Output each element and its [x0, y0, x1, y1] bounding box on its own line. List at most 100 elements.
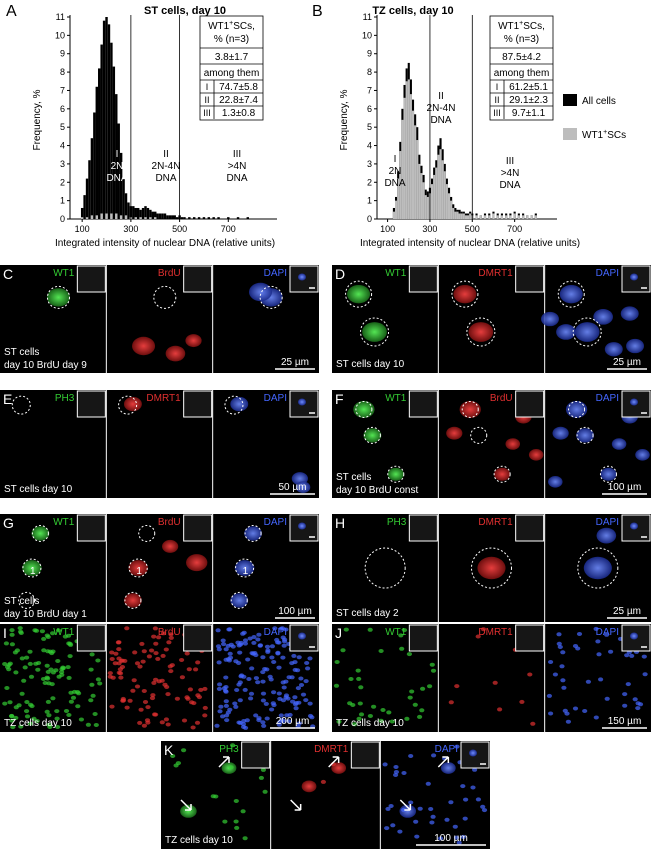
bar	[236, 217, 240, 219]
nucleus	[625, 682, 631, 687]
x-tick-label: 700	[221, 224, 236, 234]
nucleus	[160, 653, 166, 658]
nucleus	[127, 698, 133, 703]
nucleus	[270, 701, 276, 706]
bar	[168, 215, 172, 219]
nucleus	[556, 632, 562, 637]
nucleus	[480, 804, 486, 809]
nucleus	[448, 800, 454, 805]
nucleus	[68, 642, 74, 647]
table-head-1: WT1+SCs,	[498, 20, 545, 32]
nucleus	[9, 718, 15, 723]
nucleus	[596, 652, 602, 657]
bar	[149, 217, 152, 219]
nucleus	[220, 638, 226, 643]
nucleus	[528, 448, 544, 461]
nucleus	[598, 677, 604, 682]
micro-bg	[332, 624, 651, 732]
bar	[122, 178, 125, 219]
nucleus	[179, 675, 185, 680]
nucleus	[179, 658, 185, 662]
micro-panel-d: WT1 DMRT1 DAPI D ST cells day 10 25 µm	[332, 265, 651, 373]
nucleus	[227, 651, 233, 656]
nucleus	[202, 713, 208, 718]
nucleus	[393, 770, 399, 774]
marker-circle	[31, 524, 49, 542]
nucleus	[258, 775, 264, 780]
nucleus	[446, 426, 463, 440]
nucleus	[481, 808, 488, 813]
inset-nucleus	[469, 749, 477, 757]
bar	[437, 154, 440, 219]
nucleus	[279, 626, 286, 631]
channel-label: BrdU	[158, 517, 181, 528]
inset-nucleus	[630, 632, 638, 640]
nucleus	[181, 748, 187, 753]
inset-nucleus	[630, 398, 638, 406]
bar	[124, 193, 128, 219]
channel-label: DAPI	[596, 268, 619, 279]
nucleus	[256, 632, 262, 637]
scale-label: 150 µm	[608, 716, 642, 727]
nucleus	[260, 720, 266, 725]
nucleus	[14, 648, 20, 653]
y-tick-label: 10	[362, 30, 372, 40]
arrow	[290, 799, 302, 811]
bar	[450, 200, 453, 219]
nucleus	[109, 704, 115, 709]
nucleus	[431, 753, 437, 758]
nucleus	[595, 639, 601, 644]
nucleus	[193, 667, 199, 672]
marker-circle	[11, 395, 31, 415]
region-l2: DNA	[106, 173, 127, 184]
table-row-val: 9.7±1.1	[512, 108, 546, 119]
nucleus	[256, 718, 262, 723]
table-row-val: 1.3±0.8	[222, 108, 256, 119]
bar	[422, 182, 425, 219]
channel-label: BrdU	[158, 268, 181, 279]
bar	[134, 217, 137, 219]
nucleus	[19, 656, 25, 661]
nucleus	[460, 784, 466, 789]
region-l1: 2N-4N	[427, 103, 456, 114]
nucleus	[295, 686, 301, 691]
nucleus	[134, 684, 141, 689]
marker-circle	[568, 400, 586, 418]
nucleus	[559, 284, 583, 304]
nucleus	[66, 675, 72, 680]
nucleus	[626, 338, 645, 354]
nucleus	[214, 723, 220, 728]
nucleus	[572, 644, 579, 648]
nucleus	[271, 660, 277, 664]
inset	[408, 514, 438, 542]
nucleus	[425, 781, 431, 786]
scale-label: 100 µm	[434, 833, 468, 844]
nucleus	[384, 826, 390, 831]
nucleus	[141, 689, 147, 693]
nucleus	[196, 695, 202, 700]
nucleus	[146, 654, 152, 659]
nucleus	[583, 556, 612, 580]
marker-circle	[557, 280, 585, 308]
nucleus	[582, 709, 588, 713]
nucleus	[152, 626, 158, 631]
table-head-2: % (n=3)	[504, 34, 539, 45]
panel-letter: F	[335, 391, 344, 407]
x-tick-label: 300	[123, 224, 138, 234]
legend-wt1-swatch	[563, 128, 577, 140]
stats-table: WT1+SCs, % (n=3) 3.8±1.7 among them I 74.7±5.…	[199, 15, 264, 121]
channel-brdu: BrdU	[105, 624, 213, 732]
channel-brdu: BrdU	[105, 514, 213, 622]
legend-all-label: All cells	[582, 96, 616, 107]
caption: TZ cells day 10	[165, 835, 233, 846]
nucleus	[238, 640, 244, 645]
nucleus	[168, 669, 174, 674]
channel-brdu: BrdU	[105, 265, 213, 373]
nucleus	[9, 632, 15, 637]
nucleus	[55, 725, 61, 729]
nucleus	[276, 665, 282, 670]
y-tick-label: 3	[60, 159, 65, 169]
nucleus	[428, 807, 434, 811]
nucleus	[251, 635, 257, 639]
